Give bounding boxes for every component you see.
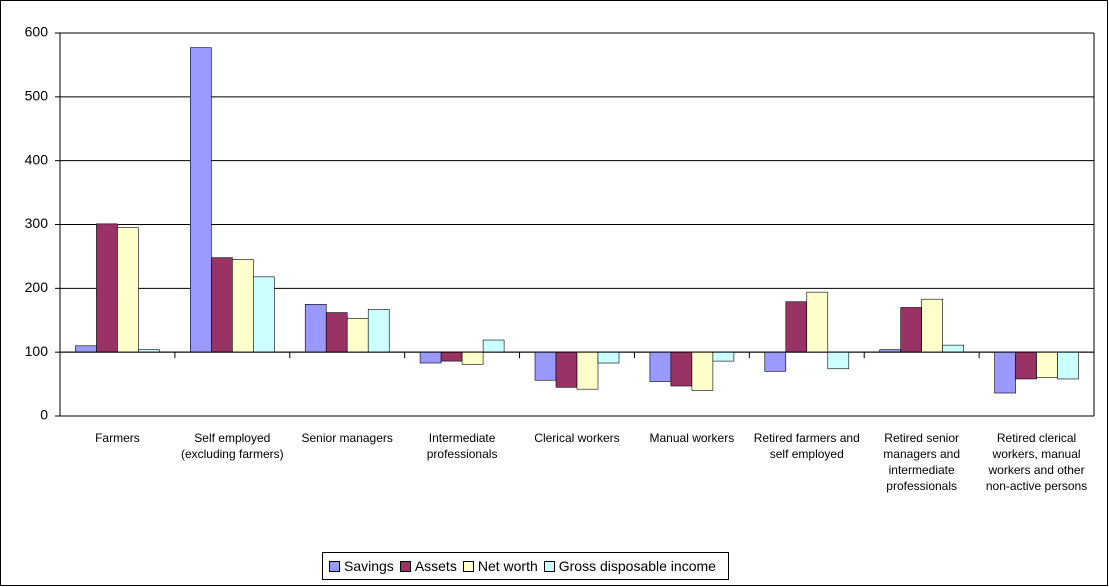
bar: [461, 351, 484, 365]
legend-label: Assets: [414, 558, 457, 574]
y-tick-label: 400: [25, 151, 49, 167]
bar: [691, 351, 714, 391]
y-tick-label: 0: [40, 407, 48, 423]
legend-label: Savings: [344, 558, 394, 574]
x-tick-label: Intermediate professionals: [426, 431, 498, 461]
bar: [1057, 351, 1079, 380]
legend-item: Savings: [329, 558, 394, 574]
bar: [75, 345, 97, 353]
bar: [942, 344, 964, 353]
y-tick-label: 100: [25, 343, 49, 359]
bar: [764, 351, 787, 372]
bar: [211, 257, 233, 353]
legend: Savings Assets Net worth Gross disposable i…: [322, 552, 729, 580]
legend-swatch: [543, 560, 555, 572]
x-tick-label: Clerical workers: [534, 431, 620, 445]
bar: [1036, 351, 1058, 378]
bar: [117, 227, 139, 353]
y-tick-label: 600: [25, 24, 49, 40]
bar: [827, 351, 850, 370]
bar: [900, 307, 922, 353]
bar: [597, 351, 620, 364]
bar: [712, 351, 735, 362]
legend-label: Net worth: [477, 558, 538, 574]
bar: [576, 351, 599, 390]
x-tick-label: Retired senior managers and intermediate…: [883, 431, 961, 493]
bar: [190, 47, 212, 353]
bar: [649, 351, 672, 382]
bar: [253, 276, 275, 353]
bar: [670, 351, 693, 387]
bar: [806, 291, 829, 353]
bar: [994, 351, 1016, 394]
bar: [482, 339, 505, 353]
bar: [419, 351, 442, 364]
bar: [440, 351, 463, 362]
legend-swatch: [399, 560, 411, 572]
bar: [555, 351, 578, 388]
x-tick-label: Senior managers: [301, 431, 393, 445]
bar: [367, 309, 390, 353]
legend-item: Net worth: [462, 558, 538, 574]
y-tick-label: 300: [25, 215, 49, 231]
bar: [346, 318, 369, 353]
bar: [534, 351, 557, 381]
legend-label: Gross disposable income: [558, 558, 716, 574]
bar: [96, 223, 118, 353]
legend-item: Assets: [399, 558, 457, 574]
x-tick-label: Farmers: [95, 431, 140, 445]
bar: [325, 312, 348, 353]
bar: [304, 303, 327, 353]
x-tick-label: Retired farmers and self employed: [753, 431, 860, 461]
bar: [785, 301, 808, 353]
x-tick-label: Retired clerical workers, manual workers…: [985, 431, 1088, 493]
bar: [1015, 351, 1037, 380]
x-tick-label: Self employed (excluding farmers): [180, 431, 284, 461]
bar: [232, 259, 254, 353]
legend-item: Gross disposable income: [543, 558, 716, 574]
y-tick-label: 500: [25, 88, 49, 104]
y-tick-label: 200: [25, 279, 49, 295]
bar: [921, 298, 943, 353]
x-tick-label: Manual workers: [649, 431, 735, 445]
legend-swatch: [462, 560, 474, 572]
legend-swatch: [329, 560, 340, 572]
